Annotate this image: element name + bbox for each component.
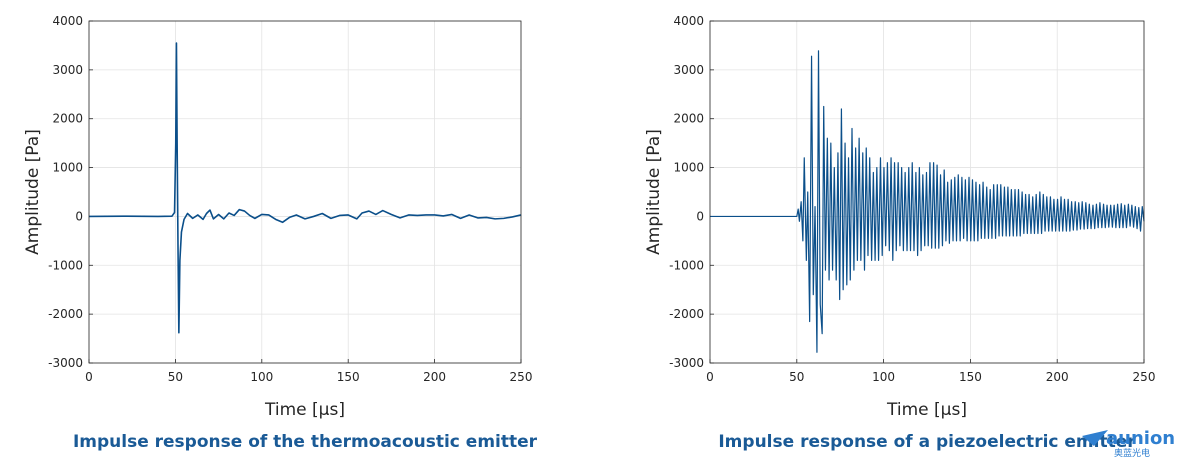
x-axis-label: Time [µs]: [264, 400, 345, 420]
y-tick-label: 0: [75, 209, 83, 223]
axes-frame: [88, 20, 522, 364]
x-tick-label: 200: [423, 370, 446, 384]
chart-title: Impulse response of the thermoacoustic e…: [73, 432, 538, 452]
y-tick-label: -2000: [48, 307, 83, 321]
x-tick-label: 0: [706, 370, 714, 384]
series-line-0: [710, 50, 1145, 353]
x-tick-label: 150: [959, 370, 982, 384]
x-tick-label: 50: [789, 370, 804, 384]
y-tick-label: 2000: [52, 112, 83, 126]
logo-name: aunion: [1106, 428, 1175, 449]
watermark-logo: aunion 奥蓝光电: [1082, 428, 1175, 459]
y-tick-label: 2000: [673, 112, 704, 126]
y-tick-label: -1000: [669, 258, 704, 272]
tick-labels: 0 50 100 150 200 250 -3000 -2000 -1000 0 1000 2000 3…: [48, 14, 532, 384]
x-tick-label: 100: [250, 370, 273, 384]
tick-labels: 0 50 100 150 200 250 -3000 -2000 -1000 0 1000 2000 3…: [669, 14, 1155, 384]
chart-piezoelectric: 0 50 100 150 200 250 -3000 -2000 -1000 0 1000 2000 3…: [644, 14, 1155, 452]
series-line-0: [88, 42, 522, 334]
y-tick-label: -2000: [669, 307, 704, 321]
chart-thermoacoustic: 0 50 100 150 200 250 -3000 -2000 -1000 0 1000 2000 3…: [23, 14, 538, 452]
y-tick-label: 1000: [673, 161, 704, 175]
x-tick-label: 0: [85, 370, 93, 384]
x-axis-label: Time [µs]: [886, 400, 967, 420]
x-tick-label: 50: [168, 370, 183, 384]
logo-sub: 奥蓝光电: [1114, 447, 1150, 459]
series-line: [88, 42, 522, 334]
x-tick-label: 200: [1046, 370, 1069, 384]
y-tick-label: 3000: [673, 63, 704, 77]
y-tick-label: -3000: [48, 356, 83, 370]
axes-frame: [709, 20, 1145, 364]
y-tick-label: -1000: [48, 258, 83, 272]
y-tick-label: 4000: [52, 14, 83, 28]
y-tick-label: -3000: [669, 356, 704, 370]
plot-area: [89, 21, 521, 363]
y-axis-label: Amplitude [Pa]: [644, 129, 664, 255]
chart-title: Impulse response of a piezoelectric emit…: [718, 432, 1136, 452]
paper-plane-icon: [1082, 430, 1108, 446]
y-tick-label: 3000: [52, 63, 83, 77]
x-tick-label: 100: [872, 370, 895, 384]
y-axis-label: Amplitude [Pa]: [23, 129, 43, 255]
y-tick-label: 1000: [52, 161, 83, 175]
x-tick-label: 250: [510, 370, 533, 384]
x-tick-label: 250: [1133, 370, 1156, 384]
x-tick-label: 150: [337, 370, 360, 384]
y-tick-label: 0: [696, 209, 704, 223]
y-tick-label: 4000: [673, 14, 704, 28]
series-line: [710, 50, 1145, 353]
